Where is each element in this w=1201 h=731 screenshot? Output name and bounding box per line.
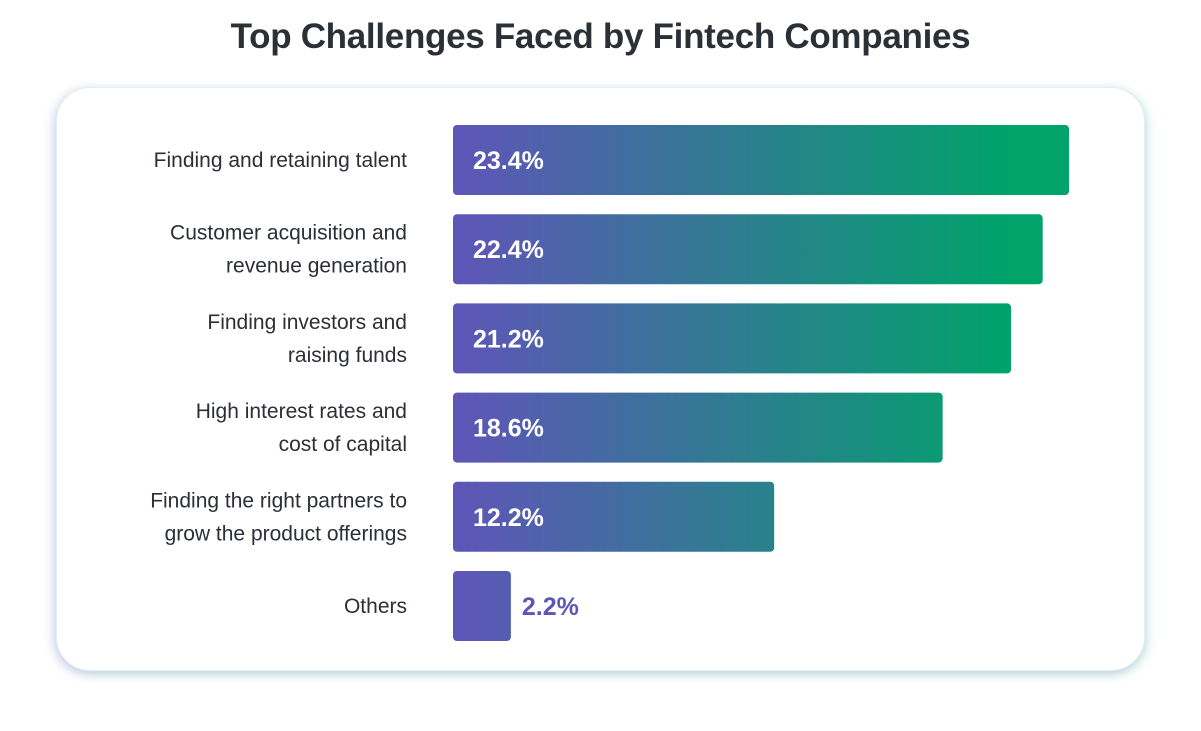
bar-4	[453, 481, 775, 552]
category-label-2-line-0: Finding investors and	[207, 311, 407, 334]
bar-3	[453, 392, 943, 463]
category-label-4-line-1: grow the product offerings	[165, 522, 407, 545]
bar-1	[453, 214, 1043, 285]
category-label-1-line-1: revenue generation	[226, 255, 407, 278]
bar-value-label-4: 12.2%	[473, 504, 544, 532]
chart-title: Top Challenges Faced by Fintech Companie…	[230, 17, 971, 56]
bar-2	[453, 303, 1012, 374]
bar-value-label-5: 2.2%	[522, 593, 579, 621]
bar-value-label-3: 18.6%	[473, 415, 544, 443]
bar-0	[453, 125, 1069, 195]
category-label-4-line-0: Finding the right partners to	[150, 489, 407, 512]
category-label-2-line-1: raising funds	[288, 344, 407, 367]
category-label-5-line-0: Others	[344, 595, 407, 618]
category-label-1-line-0: Customer acquisition and	[170, 222, 407, 245]
bar-value-label-0: 23.4%	[473, 147, 544, 175]
bar-5	[453, 571, 511, 641]
category-label-3-line-0: High interest rates and	[196, 400, 407, 423]
bar-value-label-1: 22.4%	[473, 236, 544, 264]
bars-layer: 23.4% Finding and retaining talent 22.4% Cu…	[150, 125, 1069, 641]
category-label-3-line-1: cost of capital	[279, 433, 407, 456]
category-label-0-line-0: Finding and retaining talent	[154, 149, 408, 172]
bar-value-label-2: 21.2%	[473, 325, 544, 353]
